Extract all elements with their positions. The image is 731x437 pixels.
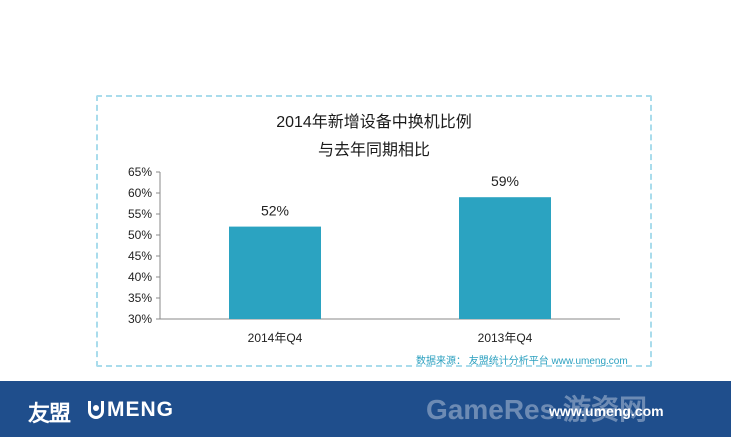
- y-tick-label: 40%: [128, 270, 152, 284]
- y-tick-label: 35%: [128, 291, 152, 305]
- umeng-logo: MENG: [88, 398, 174, 422]
- data-source-note: 数据来源： 友盟统计分析平台 www.umeng.com: [416, 356, 628, 367]
- y-tick-label: 55%: [128, 207, 152, 221]
- chart-title: 2014年新增设备中换机比例: [276, 114, 472, 131]
- y-tick-label: 30%: [128, 312, 152, 326]
- bar-value-label: 52%: [261, 203, 289, 219]
- umeng-u-icon: [88, 401, 104, 419]
- y-tick-label: 45%: [128, 249, 152, 263]
- gameres-watermark: GameRes.游资网: [426, 394, 647, 425]
- chart-frame: [96, 95, 652, 367]
- y-tick-label: 50%: [128, 228, 152, 242]
- x-tick-label: 2014年Q4: [248, 331, 303, 345]
- bar: [459, 197, 551, 319]
- y-tick-label: 60%: [128, 186, 152, 200]
- x-tick-label: 2013年Q4: [478, 331, 533, 345]
- umeng-cn-logo: 友盟: [28, 401, 71, 426]
- bar-value-label: 59%: [491, 173, 519, 189]
- footer-bar: [0, 381, 731, 437]
- chart-subtitle: 与去年同期相比: [317, 142, 430, 159]
- bar: [229, 226, 321, 319]
- umeng-logo-text: MENG: [107, 398, 174, 421]
- y-tick-label: 65%: [128, 165, 152, 179]
- footer-website-link[interactable]: www.umeng.com: [549, 403, 664, 419]
